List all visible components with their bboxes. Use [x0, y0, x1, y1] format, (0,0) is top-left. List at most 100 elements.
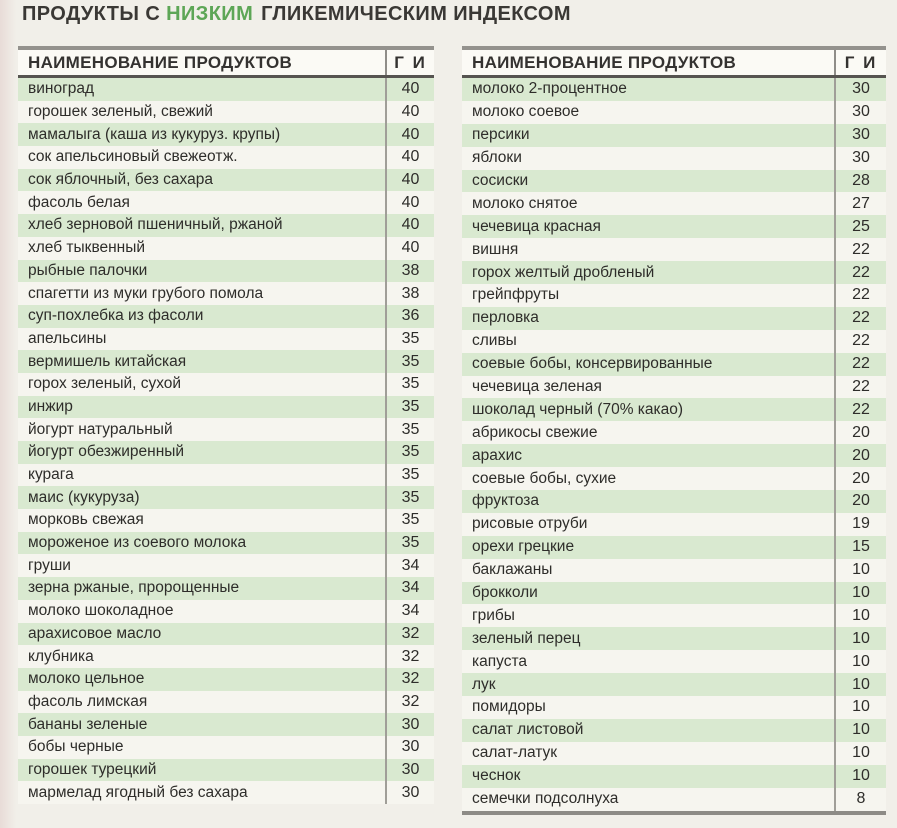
product-name-cell: молоко цельное: [28, 670, 145, 688]
product-name-cell: клубника: [28, 647, 94, 665]
gi-value-cell: 8: [834, 787, 886, 811]
gi-value-cell: 40: [385, 123, 434, 147]
product-name-cell: йогурт обезжиренный: [28, 443, 185, 461]
table-row: персики 30: [462, 123, 886, 147]
gi-value-cell: 35: [385, 463, 434, 487]
product-name-cell: фасоль лимская: [28, 692, 148, 710]
table-row: йогурт натуральный 35: [18, 418, 434, 441]
gi-value-cell: 22: [834, 306, 886, 330]
table-row: салат-латук 10: [462, 741, 886, 765]
product-name-cell: персики: [472, 126, 530, 144]
product-name-cell: суп-похлебка из фасоли: [28, 307, 204, 325]
product-name-cell: сок апельсиновый свежеотж.: [28, 148, 238, 166]
table-row: помидоры 10: [462, 696, 886, 719]
product-name-cell: чечевица красная: [472, 217, 601, 235]
product-name-cell: горох зеленый, сухой: [28, 375, 182, 393]
product-name-cell: фруктоза: [472, 492, 540, 510]
product-name-cell: спагетти из муки грубого помола: [28, 284, 264, 302]
table-row: яблоки 30: [462, 146, 886, 170]
product-name-cell: мороженое из соевого молока: [28, 534, 247, 552]
table-row: бананы зеленые 30: [18, 713, 434, 736]
table-row: вишня 22: [462, 238, 886, 262]
gi-value-cell: 35: [385, 418, 434, 441]
page-left-edge-tint: [0, 0, 16, 828]
gi-value-cell: 30: [834, 146, 886, 170]
gi-value-cell: 35: [385, 350, 434, 373]
gi-value-cell: 10: [834, 627, 886, 651]
product-name-cell: баклажаны: [472, 561, 553, 579]
table-body: виноград 40 горошек зеленый, свежий 40 мамал…: [18, 78, 434, 804]
table-row: рисовые отруби 19: [462, 512, 886, 536]
product-name-cell: арахисовое масло: [28, 624, 162, 642]
product-name-cell: грейпфруты: [472, 286, 560, 304]
product-name-cell: вишня: [472, 240, 519, 258]
product-name-cell: салат-латук: [472, 744, 558, 762]
table-row: фасоль белая 40: [18, 191, 434, 215]
table-row: сливы 22: [462, 329, 886, 353]
gi-value-cell: 35: [385, 486, 434, 510]
table-row: горох желтый дробленый 22: [462, 261, 886, 285]
product-name-cell: капуста: [472, 652, 528, 670]
title-suffix: ГЛИКЕМИЧЕСКИМ ИНДЕКСОМ: [261, 3, 571, 25]
product-name-cell: горох желтый дробленый: [472, 263, 655, 281]
table-row: чечевица красная 25: [462, 215, 886, 239]
table-row: капуста 10: [462, 650, 886, 674]
gi-value-cell: 38: [385, 282, 434, 305]
gi-value-cell: 35: [385, 531, 434, 555]
gi-value-cell: 22: [834, 398, 886, 422]
product-name-cell: виноград: [28, 80, 95, 98]
gi-value-cell: 10: [834, 741, 886, 765]
product-name-cell: бананы зеленые: [28, 715, 148, 733]
gi-value-cell: 10: [834, 718, 886, 742]
column-header-gi: Г И: [385, 50, 434, 75]
gi-value-cell: 40: [385, 214, 434, 237]
gi-value-cell: 10: [834, 673, 886, 697]
product-name-cell: грибы: [472, 606, 515, 624]
table-row: груши 34: [18, 554, 434, 578]
product-name-cell: помидоры: [472, 698, 546, 716]
table-row: абрикосы свежие 20: [462, 421, 886, 445]
gi-value-cell: 30: [385, 781, 434, 804]
table-row: арахисовое масло 32: [18, 622, 434, 646]
gi-value-cell: 30: [834, 78, 886, 101]
product-name-cell: груши: [28, 556, 71, 574]
gi-value-cell: 35: [385, 509, 434, 532]
product-name-cell: курага: [28, 466, 74, 484]
gi-value-cell: 35: [385, 327, 434, 351]
column-header-gi: Г И: [834, 50, 886, 75]
product-name-cell: мармелад ягодный без сахара: [28, 783, 248, 801]
table-row: морковь свежая 35: [18, 509, 434, 532]
table-row: курага 35: [18, 463, 434, 487]
product-name-cell: горошек турецкий: [28, 760, 157, 778]
title-highlight: НИЗКИМ: [166, 3, 254, 25]
table-row: хлеб тыквенный 40: [18, 236, 434, 260]
table-row: суп-похлебка из фасоли 36: [18, 304, 434, 328]
table-row: соевые бобы, сухие 20: [462, 467, 886, 491]
gi-value-cell: 30: [385, 735, 434, 759]
product-name-cell: молоко 2-процентное: [472, 80, 627, 98]
table-row: салат листовой 10: [462, 718, 886, 742]
product-name-cell: йогурт натуральный: [28, 420, 173, 438]
product-name-cell: мамалыга (каша из кукуруз. крупы): [28, 125, 281, 143]
gi-value-cell: 22: [834, 375, 886, 399]
table-row: молоко 2-процентное 30: [462, 78, 886, 101]
gi-value-cell: 40: [385, 100, 434, 124]
table-row: горошек зеленый, свежий 40: [18, 100, 434, 124]
gi-value-cell: 40: [385, 146, 434, 169]
table-row: баклажаны 10: [462, 558, 886, 582]
table-row: молоко снятое 27: [462, 192, 886, 216]
product-name-cell: сок яблочный, без сахара: [28, 171, 213, 189]
gi-value-cell: 22: [834, 238, 886, 262]
table-row: фруктоза 20: [462, 490, 886, 513]
product-name-cell: сосиски: [472, 172, 529, 189]
gi-value-cell: 32: [385, 622, 434, 646]
product-name-cell: орехи грецкие: [472, 538, 575, 556]
product-name-cell: молоко снятое: [472, 194, 578, 212]
table-row: соевые бобы, консервированные 22: [462, 352, 886, 376]
gi-value-cell: 30: [834, 123, 886, 147]
gi-value-cell: 10: [834, 558, 886, 582]
product-name-cell: чеснок: [472, 767, 521, 785]
table-row: зеленый перец 10: [462, 627, 886, 651]
table-row: чеснок 10: [462, 764, 886, 788]
table-row: мамалыга (каша из кукуруз. крупы) 40: [18, 123, 434, 147]
